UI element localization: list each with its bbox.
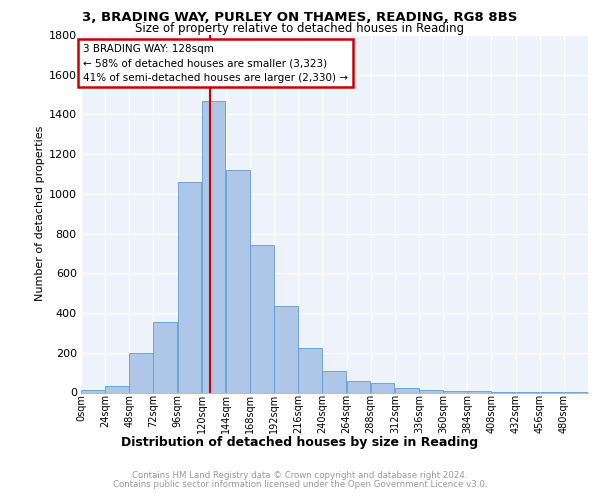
Bar [443, 390, 467, 392]
Bar [371, 383, 394, 392]
Bar [419, 390, 443, 392]
Bar [81, 390, 105, 392]
Text: 3, BRADING WAY, PURLEY ON THAMES, READING, RG8 8BS: 3, BRADING WAY, PURLEY ON THAMES, READIN… [82, 11, 518, 24]
Bar [129, 353, 153, 393]
Bar [298, 348, 322, 393]
Text: Contains public sector information licensed under the Open Government Licence v3: Contains public sector information licen… [113, 480, 487, 489]
Bar [154, 322, 177, 392]
Bar [322, 370, 346, 392]
Text: Contains HM Land Registry data © Crown copyright and database right 2024.: Contains HM Land Registry data © Crown c… [132, 471, 468, 480]
Bar [347, 380, 370, 392]
Bar [202, 100, 226, 393]
Text: 3 BRADING WAY: 128sqm
← 58% of detached houses are smaller (3,323)
41% of semi-d: 3 BRADING WAY: 128sqm ← 58% of detached … [83, 44, 348, 82]
Text: Size of property relative to detached houses in Reading: Size of property relative to detached ho… [136, 22, 464, 35]
Bar [178, 182, 202, 392]
Bar [274, 306, 298, 392]
Bar [395, 388, 419, 392]
Bar [105, 386, 129, 392]
Text: Distribution of detached houses by size in Reading: Distribution of detached houses by size … [121, 436, 479, 449]
Bar [467, 391, 491, 392]
Bar [250, 244, 274, 392]
Y-axis label: Number of detached properties: Number of detached properties [35, 126, 44, 302]
Bar [226, 170, 250, 392]
